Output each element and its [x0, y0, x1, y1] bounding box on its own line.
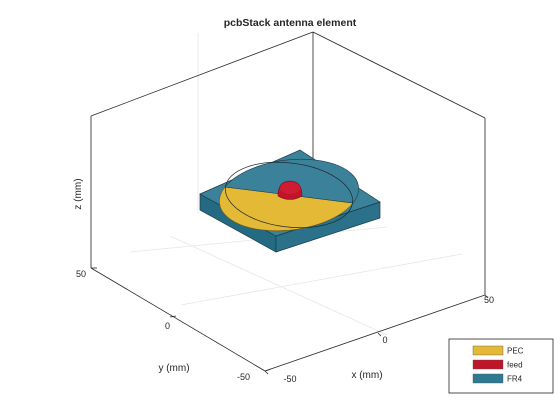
legend-swatch: [472, 359, 504, 370]
feed-top: [280, 182, 300, 194]
pec-patch: [219, 186, 354, 232]
y-axis-label: y (mm): [158, 363, 189, 374]
x-tick-label: -50: [283, 374, 296, 384]
antenna-geometry: [199, 149, 381, 253]
legend-entry[interactable]: feed: [472, 359, 523, 370]
x-tick-label: 50: [484, 295, 494, 305]
patch-outline: [225, 161, 353, 229]
y-tick-label: -50: [237, 372, 250, 382]
legend-label: PEC: [507, 347, 524, 356]
legend-entry[interactable]: PEC: [472, 345, 524, 356]
x-tick-label: 0: [382, 335, 387, 345]
plot-title: pcbStack antenna element: [224, 17, 357, 29]
legend-label: FR4: [507, 375, 523, 384]
tick-marks: [91, 267, 489, 375]
axes-box: [90, 31, 486, 372]
z-axis-label: z (mm): [73, 178, 84, 209]
legend-swatch: [472, 373, 504, 384]
legend-label: feed: [507, 361, 523, 370]
y-tick-label: 0: [165, 321, 170, 331]
legend[interactable]: PEC feed FR4: [448, 338, 554, 394]
legend-swatch: [472, 345, 504, 356]
legend-entry[interactable]: FR4: [472, 373, 523, 384]
y-tick-label: 50: [76, 269, 86, 279]
x-axis-label: x (mm): [351, 370, 382, 381]
